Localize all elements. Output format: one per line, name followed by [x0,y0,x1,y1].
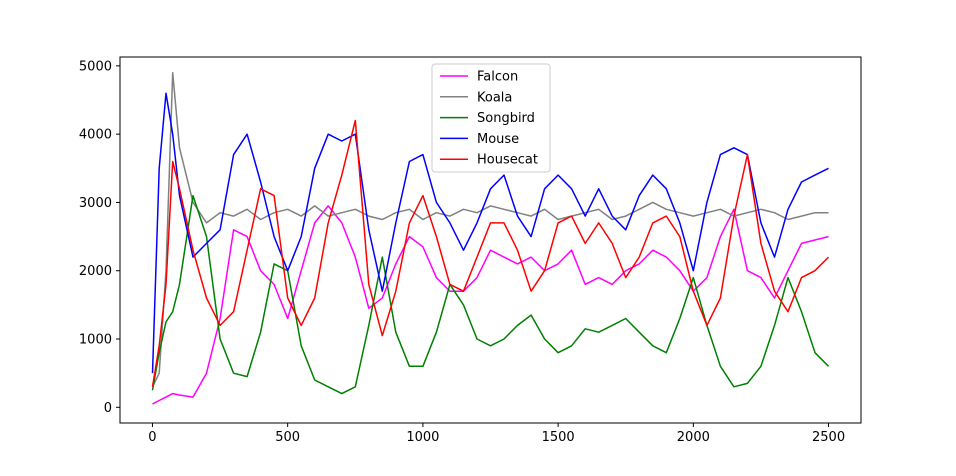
x-tick-label: 2500 [812,430,845,445]
x-tick-label: 2000 [677,430,710,445]
series-line-falcon [152,205,829,405]
x-tick-label: 500 [275,430,300,445]
series-line-housecat [151,119,830,387]
plot-area-frame [119,56,862,424]
legend-label-mouse: Mouse [477,132,519,147]
series-lines [151,71,830,405]
y-axis: 0 1000 2000 3000 4000 5000 [79,59,120,416]
y-tick-label: 2000 [79,264,112,279]
legend-label-falcon: Falcon [477,70,518,85]
x-axis: 0 500 1000 1500 2000 2500 [148,423,845,445]
x-tick-label: 1000 [406,430,439,445]
y-tick-label: 5000 [79,59,112,74]
legend-box [431,63,551,173]
y-tick-label: 3000 [79,196,112,211]
legend-label-housecat: Housecat [477,153,538,168]
series-line-mouse [151,92,829,374]
legend: Falcon Koala Songbird Mouse Housecat [431,63,551,173]
x-tick-label: 1500 [542,430,575,445]
legend-label-songbird: Songbird [477,111,535,126]
x-tick-label: 0 [148,430,156,445]
legend-label-koala: Koala [477,90,512,105]
y-tick-label: 0 [104,401,112,416]
y-tick-label: 4000 [79,128,112,143]
series-line-songbird [151,194,830,395]
y-tick-label: 1000 [79,333,112,348]
series-line-koala [151,71,829,388]
